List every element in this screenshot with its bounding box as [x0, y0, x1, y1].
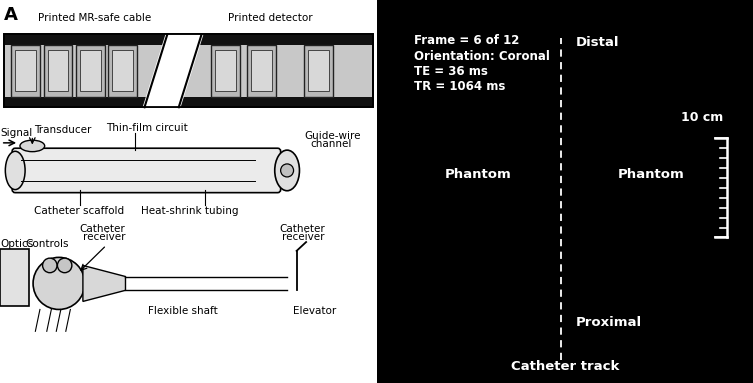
- Text: Optics: Optics: [1, 239, 34, 249]
- Polygon shape: [142, 34, 203, 107]
- Bar: [80, 50, 101, 91]
- Bar: [211, 45, 239, 97]
- Bar: [251, 50, 272, 91]
- Bar: [304, 45, 333, 97]
- Ellipse shape: [275, 150, 300, 191]
- Circle shape: [57, 258, 72, 273]
- Text: Heat-shrink tubing: Heat-shrink tubing: [141, 206, 238, 216]
- Bar: [15, 50, 36, 91]
- Bar: [112, 50, 133, 91]
- Polygon shape: [83, 265, 126, 301]
- Bar: [44, 45, 72, 97]
- Text: Printed detector: Printed detector: [228, 13, 312, 23]
- Bar: [407, 31, 738, 372]
- Text: channel: channel: [310, 139, 352, 149]
- Text: Catheter scaffold: Catheter scaffold: [34, 206, 124, 216]
- Bar: [76, 45, 105, 97]
- Text: 10 cm: 10 cm: [681, 111, 723, 124]
- Text: Elevator: Elevator: [293, 306, 336, 316]
- Text: Flexible shaft: Flexible shaft: [148, 306, 218, 316]
- Text: Proximal: Proximal: [576, 316, 642, 329]
- Bar: [4, 97, 373, 107]
- Text: B: B: [388, 10, 401, 28]
- Ellipse shape: [5, 151, 25, 190]
- Text: Phantom: Phantom: [445, 168, 511, 181]
- Text: Catheter track: Catheter track: [511, 360, 619, 373]
- Bar: [108, 45, 137, 97]
- Bar: [4, 34, 373, 45]
- Text: Distal: Distal: [576, 36, 619, 49]
- Text: Guide-wire: Guide-wire: [304, 131, 361, 141]
- Text: Frame = 6 of 12: Frame = 6 of 12: [414, 34, 520, 47]
- Circle shape: [43, 258, 57, 273]
- Text: Controls: Controls: [26, 239, 69, 249]
- Text: Thin-film circuit: Thin-film circuit: [106, 123, 188, 133]
- Text: Catheter: Catheter: [279, 224, 325, 234]
- Text: receiver: receiver: [282, 232, 325, 242]
- Bar: [4, 34, 373, 107]
- Text: Orientation: Coronal: Orientation: Coronal: [414, 50, 550, 63]
- Text: Phantom: Phantom: [618, 168, 684, 181]
- Bar: [4, 34, 373, 107]
- Text: TR = 1064 ms: TR = 1064 ms: [414, 80, 505, 93]
- Text: A: A: [4, 6, 17, 24]
- Bar: [11, 45, 40, 97]
- Bar: [247, 45, 276, 97]
- Circle shape: [281, 164, 294, 177]
- Text: Printed MR-safe cable: Printed MR-safe cable: [38, 13, 151, 23]
- Bar: [0, 249, 29, 306]
- Text: Signal: Signal: [1, 128, 33, 137]
- Bar: [215, 50, 236, 91]
- Bar: [47, 50, 69, 91]
- Text: Catheter: Catheter: [80, 224, 126, 234]
- FancyBboxPatch shape: [12, 148, 281, 193]
- Ellipse shape: [20, 140, 44, 152]
- Text: Transducer: Transducer: [34, 125, 92, 135]
- Text: receiver: receiver: [83, 232, 126, 242]
- Circle shape: [33, 257, 85, 309]
- Bar: [308, 50, 329, 91]
- Text: TE = 36 ms: TE = 36 ms: [414, 65, 488, 78]
